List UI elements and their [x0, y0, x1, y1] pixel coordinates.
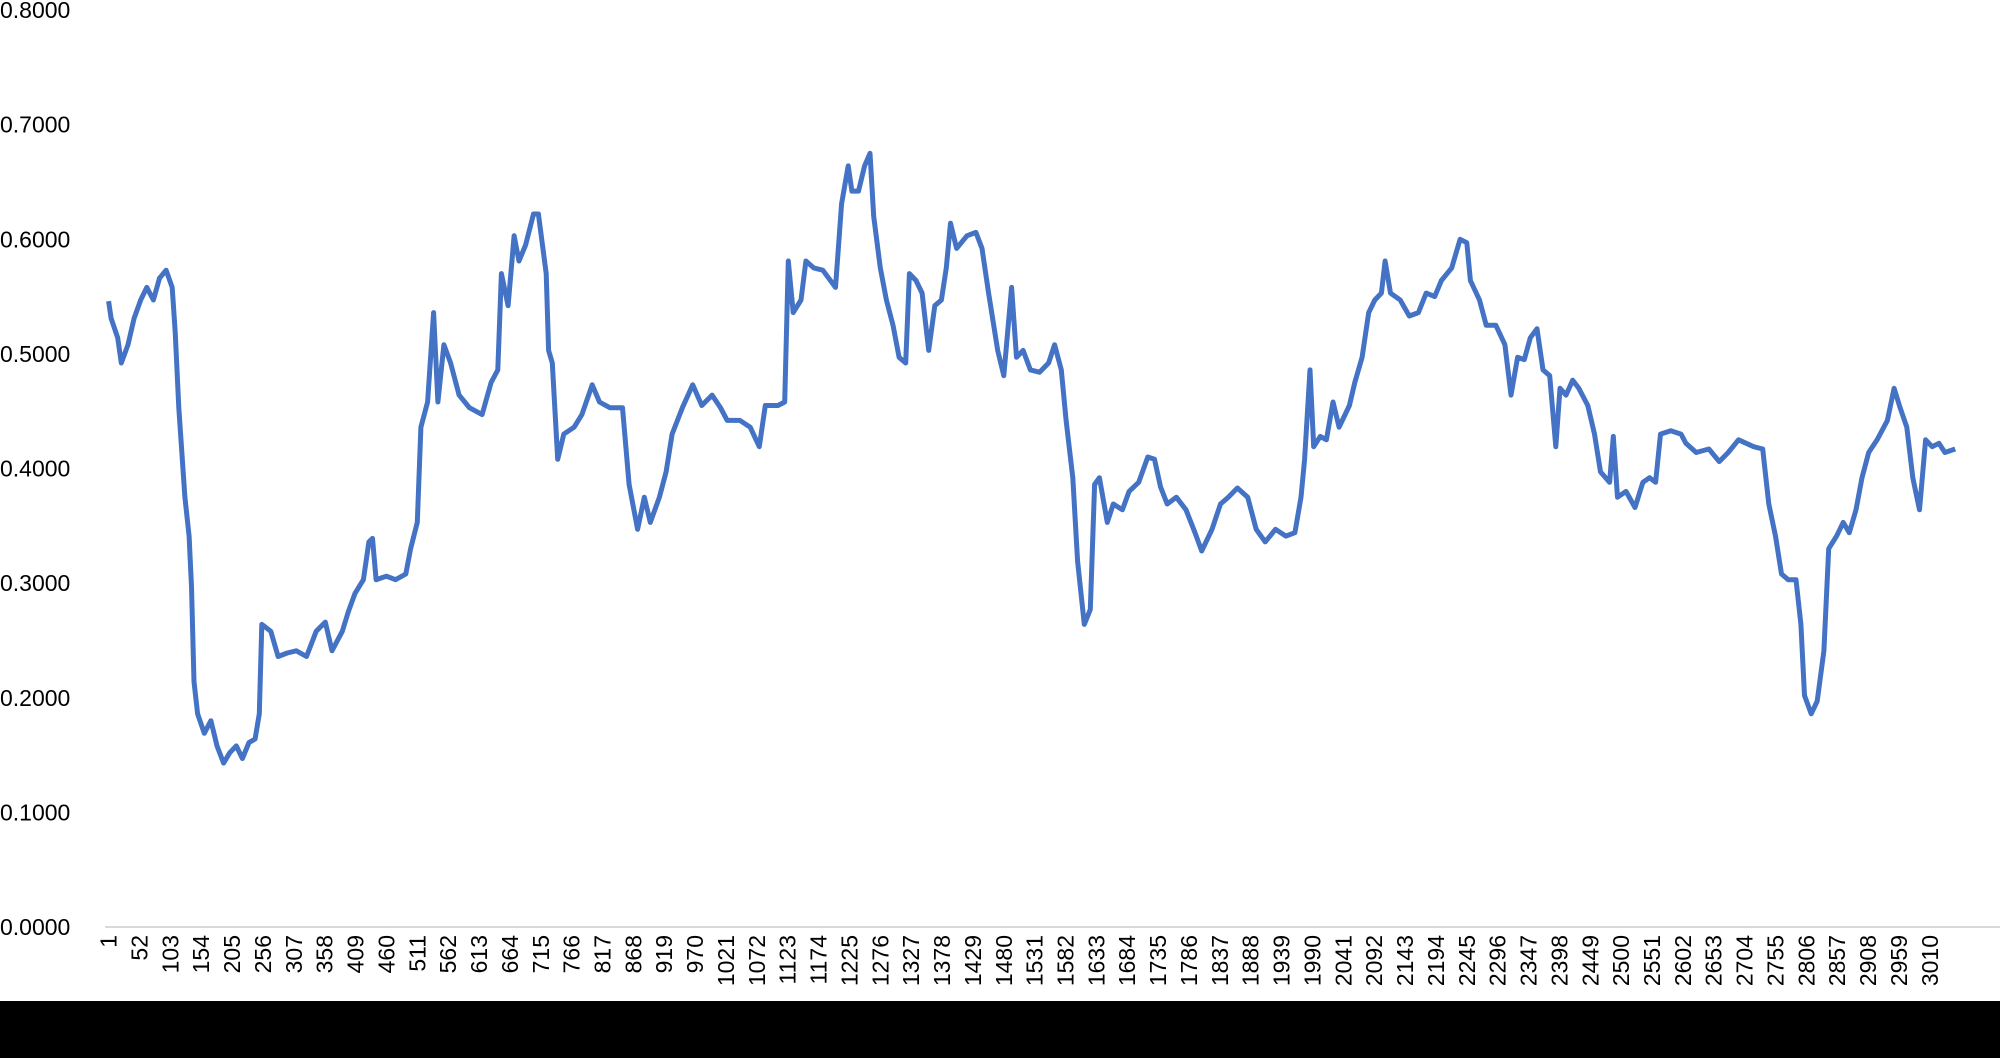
x-tick-label: 1072 [744, 935, 770, 986]
x-tick-label: 1990 [1299, 935, 1325, 986]
x-tick-label: 2194 [1423, 935, 1449, 986]
x-tick-label: 868 [620, 935, 646, 973]
x-tick-label: 2449 [1577, 935, 1603, 986]
x-tick-label: 664 [497, 935, 523, 974]
x-tick-label: 1225 [836, 935, 862, 986]
y-tick-label: 0.1000 [0, 799, 70, 825]
y-tick-label: 0.4000 [0, 456, 70, 482]
x-tick-label: 817 [590, 935, 616, 973]
x-tick-label: 1735 [1145, 935, 1171, 986]
x-tick-label: 256 [250, 935, 276, 973]
x-tick-label: 766 [559, 935, 585, 973]
x-tick-label: 2296 [1485, 935, 1511, 986]
x-tick-label: 1939 [1269, 935, 1295, 986]
x-tick-label: 2602 [1670, 935, 1696, 986]
y-tick-label: 0.3000 [0, 570, 70, 596]
x-tick-label: 715 [528, 935, 554, 973]
x-tick-label: 2245 [1454, 935, 1480, 986]
x-tick-label: 2755 [1762, 935, 1788, 986]
x-tick-label: 1327 [898, 935, 924, 986]
x-tick-label: 52 [126, 935, 152, 961]
x-tick-label: 1633 [1083, 935, 1109, 986]
x-tick-label: 1480 [991, 935, 1017, 986]
y-tick-label: 0.7000 [0, 112, 70, 138]
bottom-bar [0, 1001, 2000, 1058]
x-tick-label: 2041 [1330, 935, 1356, 986]
x-tick-label: 1174 [806, 935, 832, 985]
x-tick-label: 919 [651, 935, 677, 973]
x-tick-label: 409 [343, 935, 369, 973]
x-tick-label: 1684 [1114, 935, 1140, 986]
x-tick-label: 1276 [867, 935, 893, 986]
x-tick-label: 1582 [1053, 935, 1079, 986]
x-tick-label: 205 [219, 935, 245, 973]
y-tick-label: 0.8000 [0, 0, 70, 23]
x-tick-label: 2551 [1639, 935, 1665, 986]
x-tick-label: 2143 [1392, 935, 1418, 986]
x-tick-label: 1021 [713, 935, 739, 986]
x-tick-label: 970 [682, 935, 708, 973]
x-tick-label: 1786 [1176, 935, 1202, 986]
x-tick-label: 2959 [1886, 935, 1912, 986]
x-tick-label: 2857 [1824, 935, 1850, 986]
x-tick-label: 2704 [1732, 935, 1758, 986]
x-tick-label: 307 [281, 935, 307, 973]
x-tick-label: 2908 [1855, 935, 1881, 986]
x-tick-label: 358 [312, 935, 338, 973]
y-tick-label: 0.5000 [0, 341, 70, 367]
x-tick-label: 562 [435, 935, 461, 973]
x-tick-label: 1378 [929, 935, 955, 986]
x-tick-label: 3010 [1917, 935, 1943, 986]
x-tick-label: 1429 [960, 935, 986, 986]
x-tick-label: 2653 [1701, 935, 1727, 986]
x-tick-label: 511 [404, 935, 430, 972]
x-tick-label: 2806 [1793, 935, 1819, 986]
x-tick-label: 154 [188, 935, 214, 974]
x-tick-label: 103 [157, 935, 183, 973]
x-tick-label: 1123 [775, 935, 801, 984]
x-tick-label: 2347 [1516, 935, 1542, 986]
y-tick-label: 0.6000 [0, 226, 70, 252]
x-tick-label: 2500 [1608, 935, 1634, 986]
x-tick-label: 1888 [1238, 935, 1264, 986]
x-tick-label: 460 [373, 935, 399, 973]
x-tick-label: 1 [96, 935, 122, 948]
x-tick-label: 2092 [1361, 935, 1387, 986]
y-tick-label: 0.0000 [0, 914, 70, 940]
y-tick-label: 0.2000 [0, 685, 70, 711]
x-tick-label: 1531 [1022, 935, 1048, 986]
data-line [106, 150, 1957, 766]
x-tick-label: 2398 [1546, 935, 1572, 986]
x-tick-label: 613 [466, 935, 492, 973]
x-tick-label: 1837 [1207, 935, 1233, 986]
